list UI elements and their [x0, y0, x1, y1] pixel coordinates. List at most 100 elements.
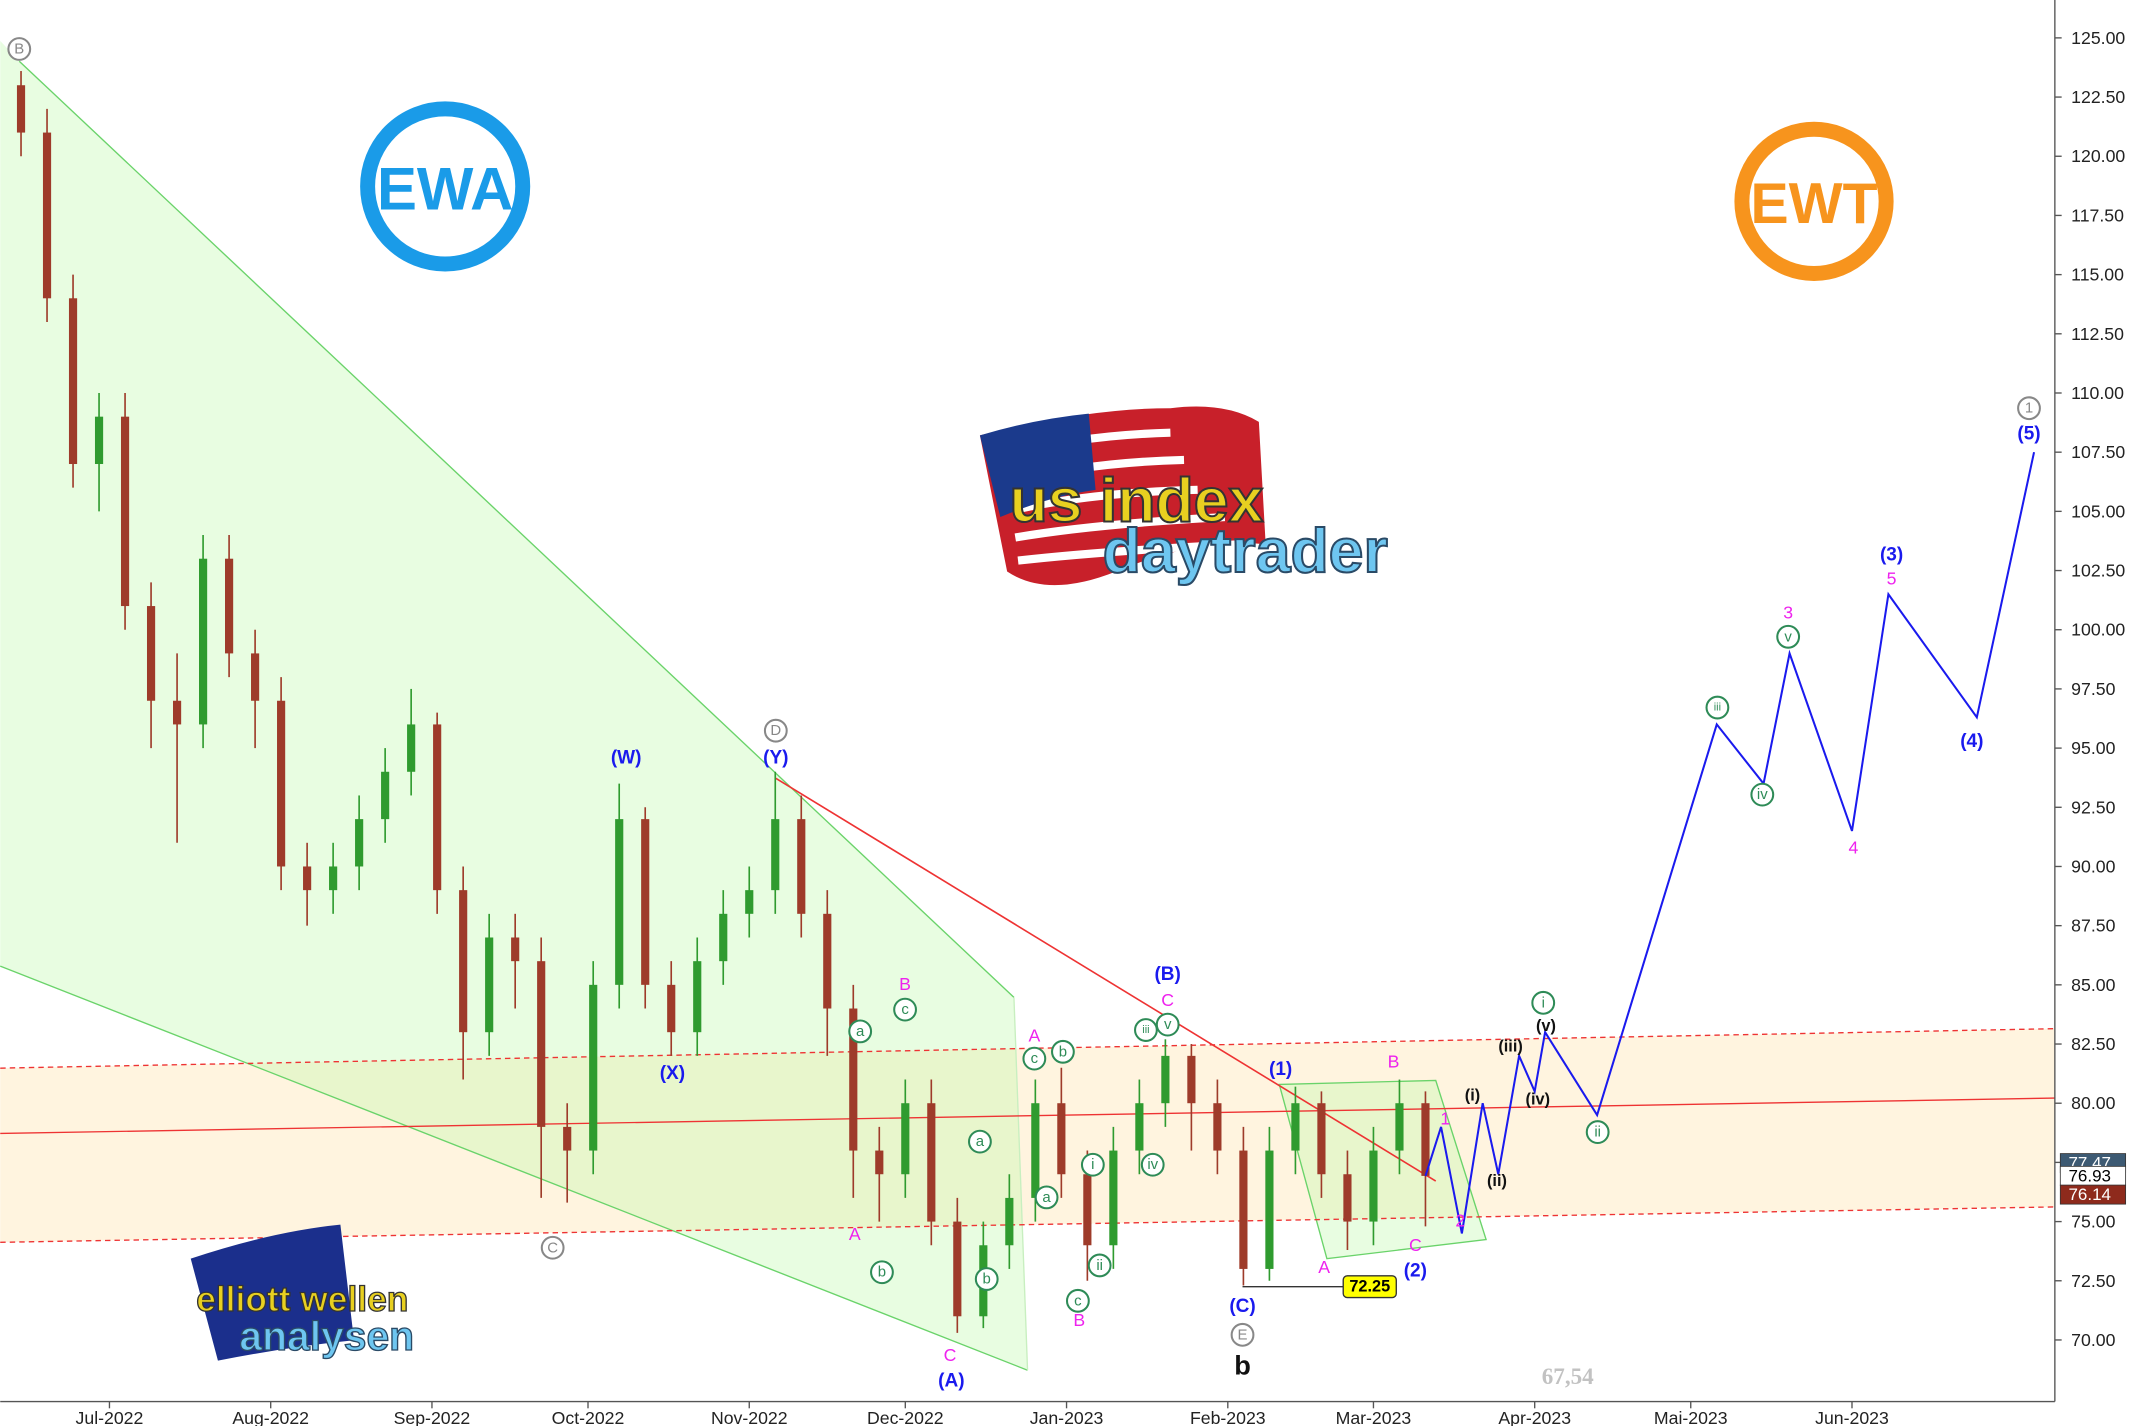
wave-label-circle — [1134, 1018, 1158, 1042]
candle-body — [953, 1221, 962, 1317]
y-tick-label: 72.50 — [2071, 1271, 2115, 1291]
y-tick-label: 97.50 — [2071, 679, 2115, 699]
y-tick-label: 115.00 — [2071, 265, 2124, 285]
x-tick-label: Jan-2023 — [1030, 1408, 1104, 1426]
candle-body — [1057, 1103, 1066, 1175]
x-tick-label: Dec-2022 — [867, 1408, 944, 1426]
brand-logo: us index daytrader — [979, 406, 1389, 587]
wave-label-circle — [1051, 1039, 1075, 1064]
candle-body — [407, 724, 416, 772]
logo-text: EWT — [1751, 172, 1878, 236]
wave-label-circle — [1087, 1253, 1112, 1278]
wave-label: i — [1091, 1156, 1094, 1173]
candle-body — [329, 866, 338, 891]
wave-label: a — [856, 1023, 865, 1040]
candle-body — [1369, 1150, 1378, 1222]
candle-body — [485, 937, 494, 1033]
candle-body — [1187, 1055, 1196, 1104]
channel-line — [1013, 997, 1029, 1371]
wave-label: D — [770, 722, 781, 739]
wave-label-circle — [540, 1235, 565, 1260]
wave-label-circle — [1080, 1152, 1105, 1177]
candle-body — [251, 653, 260, 701]
green-channel — [0, 40, 1028, 1371]
y-tick-label: 87.50 — [2071, 916, 2115, 936]
wave-label-circle — [893, 997, 917, 1022]
candle-body — [875, 1150, 884, 1175]
candle-body — [511, 937, 520, 962]
candle-body — [1239, 1150, 1248, 1269]
y-tick-label: 85.00 — [2071, 975, 2115, 995]
x-tick-label: Apr-2023 — [1498, 1408, 1571, 1426]
candle-body — [120, 416, 130, 607]
x-tick-label: Mai-2023 — [1654, 1408, 1728, 1426]
wave-label: 5 — [1887, 568, 1897, 588]
price-tag-label: 76.93 — [2068, 1166, 2111, 1185]
channel-line — [0, 965, 1028, 1371]
wave-label: b — [983, 1271, 991, 1288]
candle-body — [146, 606, 156, 701]
wave-label: a — [1042, 1189, 1051, 1206]
wave-label: A — [1028, 1025, 1040, 1045]
wave-label: v — [1784, 628, 1792, 645]
wave-label-circle — [974, 1267, 999, 1291]
candle-body — [797, 819, 806, 914]
logo-text: EWA — [377, 156, 513, 223]
wave-label: (Y) — [763, 747, 788, 768]
wave-label: 3 — [1783, 602, 1793, 622]
wave-label: (X) — [660, 1063, 685, 1084]
candle-body — [1083, 1174, 1092, 1246]
wave-label-circle — [1585, 1120, 1610, 1144]
candle-body — [1109, 1150, 1118, 1246]
logo-flag — [190, 1224, 354, 1361]
wave-label: b — [1234, 1349, 1251, 1380]
low-level-box — [1342, 1275, 1397, 1299]
x-tick-label: Feb-2023 — [1190, 1408, 1266, 1426]
wave-label: (B) — [1154, 964, 1180, 985]
logo-ring — [360, 101, 531, 272]
price-tag — [2059, 1184, 2127, 1205]
wave-label: (4) — [1960, 731, 1983, 752]
candle-body — [1421, 1103, 1430, 1176]
candle-body — [172, 700, 182, 725]
y-tick-label: 82.50 — [2071, 1034, 2115, 1054]
wave-label: A — [1318, 1257, 1330, 1277]
x-tick-label: Nov-2022 — [711, 1408, 788, 1426]
candle-body — [16, 85, 26, 133]
wave-label: c — [901, 1001, 909, 1018]
wave-label: B — [899, 974, 911, 994]
flag-canton — [979, 413, 1096, 518]
candle-body — [225, 558, 234, 654]
wave-label: (3) — [1880, 545, 1903, 566]
wave-label: i — [1542, 994, 1545, 1011]
wave-label-circle — [1034, 1185, 1059, 1210]
wave-label: C — [547, 1239, 558, 1256]
y-tick-label: 102.50 — [2071, 561, 2125, 581]
wave-label: c — [1031, 1050, 1039, 1067]
wave-label: c — [1074, 1292, 1082, 1309]
y-tick-label: 92.50 — [2071, 797, 2115, 817]
candle-body — [901, 1103, 910, 1175]
wave-label: v — [1164, 1016, 1172, 1033]
wave-label: (2) — [1404, 1260, 1427, 1281]
wave-label: C — [1409, 1235, 1422, 1255]
wave-label: iii — [1142, 1024, 1149, 1036]
logo-ring — [1734, 121, 1894, 281]
candle-body — [355, 819, 364, 867]
y-tick-label: 122.50 — [2071, 87, 2125, 107]
candle-body — [381, 771, 390, 820]
candle-body — [68, 298, 78, 465]
wave-label: (iv) — [1526, 1090, 1550, 1108]
candle-body — [199, 558, 208, 725]
wave-label: B — [1073, 1310, 1085, 1330]
wave-label: (5) — [2017, 424, 2040, 445]
wave-label: (iii) — [1498, 1037, 1522, 1055]
y-tick-label: 90.00 — [2071, 856, 2115, 876]
candle-body — [1135, 1103, 1144, 1151]
wave-label: b — [878, 1264, 886, 1281]
wave-label-circle — [1531, 990, 1556, 1015]
wave-label: (C) — [1229, 1296, 1255, 1317]
x-tick-label: Jun-2023 — [1815, 1408, 1889, 1426]
wave-label: (1) — [1269, 1059, 1292, 1080]
wave-label-circle — [848, 1019, 873, 1044]
